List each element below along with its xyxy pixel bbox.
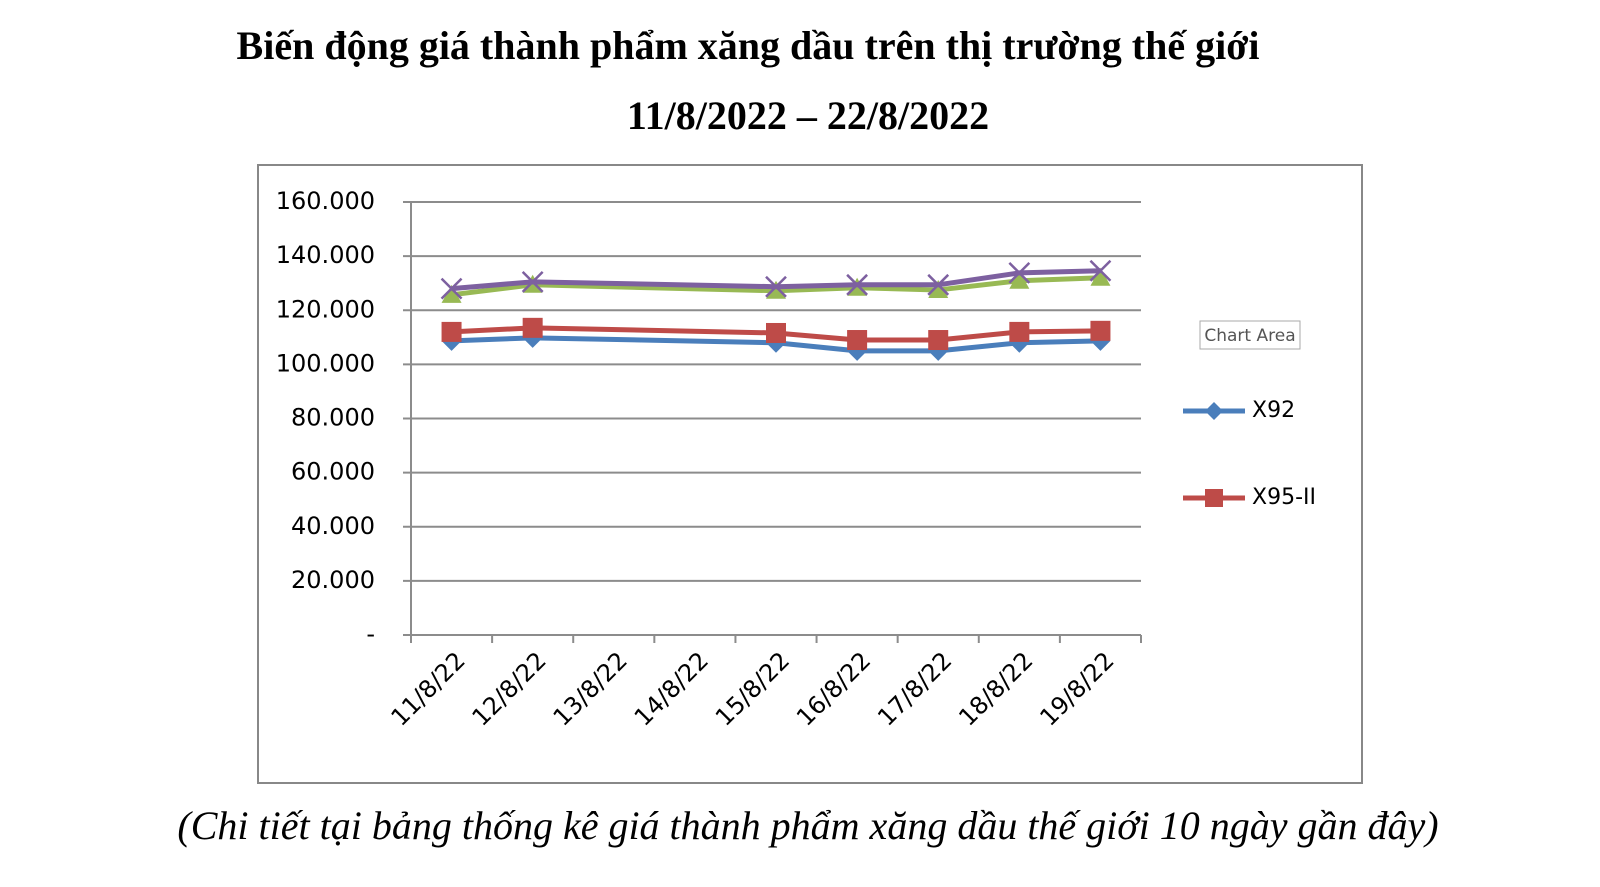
y-tick-label: 120.000 <box>276 295 375 323</box>
point <box>1090 267 1111 286</box>
legend-label: X95-II <box>1252 485 1316 510</box>
series <box>441 317 1111 351</box>
legend-item: X95-II <box>1183 485 1316 510</box>
point <box>440 277 463 300</box>
point <box>766 322 786 343</box>
chart-title: Biến động giá thành phẩm xăng dầu trên t… <box>237 23 1260 68</box>
series <box>440 259 1112 300</box>
point <box>1009 321 1030 342</box>
point <box>927 273 950 296</box>
legend-item: X92 <box>1183 398 1295 423</box>
legend-marker <box>1205 402 1223 420</box>
chart-frame <box>257 164 1363 784</box>
y-tick-label: 140.000 <box>276 241 375 269</box>
point <box>521 270 544 293</box>
y-tick-label: 20.000 <box>291 566 375 594</box>
chart-caption: (Chi tiết tại bảng thống kê giá thành ph… <box>177 803 1438 848</box>
point <box>766 280 786 299</box>
point <box>847 330 868 351</box>
point <box>1009 270 1030 289</box>
point <box>441 284 462 303</box>
point <box>928 330 949 351</box>
point <box>522 317 543 338</box>
chart-subtitle: 11/8/2022 – 22/8/2022 <box>627 93 989 138</box>
tooltip-text: Chart Area <box>1204 326 1295 346</box>
y-tick-label: 40.000 <box>291 512 375 540</box>
point <box>765 275 787 298</box>
point <box>928 279 949 298</box>
legend-marker <box>1205 489 1223 507</box>
y-tick-label: 100.000 <box>276 349 375 377</box>
point <box>441 321 462 342</box>
point <box>1090 320 1111 341</box>
y-tick-label: 80.000 <box>291 404 375 432</box>
point <box>1008 262 1031 284</box>
y-tick-label: - <box>366 620 375 648</box>
tooltip-box <box>1199 320 1301 350</box>
y-tick-label: 160.000 <box>276 187 375 215</box>
point <box>1089 259 1112 282</box>
point <box>846 273 868 296</box>
y-tick-label: 60.000 <box>291 458 375 486</box>
tooltip: Chart Area <box>1199 320 1301 350</box>
legend-label: X92 <box>1252 398 1295 423</box>
